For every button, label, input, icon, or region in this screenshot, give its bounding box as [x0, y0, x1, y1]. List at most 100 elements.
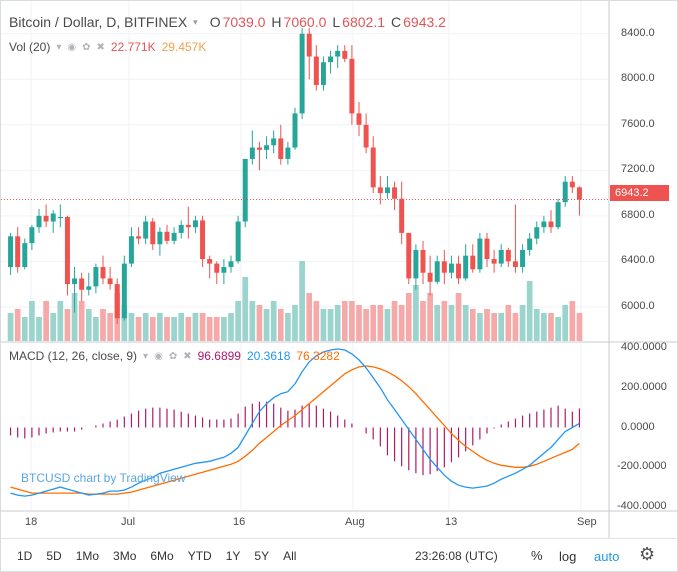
- eye-icon[interactable]: ◉: [154, 350, 163, 362]
- settings-icon[interactable]: ✿: [168, 350, 178, 362]
- range-buttons: 1D 5D 1Mo 3Mo 6Mo YTD 1Y 5Y All: [1, 549, 303, 563]
- volume-bar: [519, 305, 526, 341]
- volume-bar: [313, 301, 320, 341]
- macd-signal-value: 76.3282: [296, 349, 340, 363]
- candle-body: [313, 56, 319, 85]
- range-button-3mo[interactable]: 3Mo: [113, 549, 137, 563]
- ohlc-value: 6943.2: [403, 14, 446, 30]
- macd-legend: MACD (12, 26, close, 9) ▾ ◉ ✿ ✖ 96.6899 …: [9, 349, 340, 363]
- candle-body: [242, 158, 248, 222]
- volume-bar: [533, 309, 540, 341]
- watermark[interactable]: BTCUSD chart by TradingView: [21, 471, 186, 485]
- settings-icon[interactable]: ✿: [82, 41, 91, 53]
- candle-body: [384, 187, 390, 194]
- candle-body: [555, 202, 561, 228]
- volume-value-1: 22.771K: [110, 40, 156, 54]
- volume-bar: [135, 317, 142, 341]
- hide-icon[interactable]: ▾: [56, 41, 62, 53]
- range-button-1y[interactable]: 1Y: [225, 549, 241, 563]
- candle-body: [363, 124, 369, 148]
- ohlc-label: C: [391, 14, 402, 30]
- macd-hist-value: 96.6899: [197, 349, 241, 363]
- candle-body: [285, 147, 291, 159]
- volume-bar: [491, 313, 497, 341]
- candle-body: [427, 272, 433, 282]
- volume-bar: [462, 305, 469, 341]
- auto-toggle[interactable]: auto: [594, 549, 620, 564]
- volume-bar: [505, 305, 512, 341]
- candle-body: [576, 187, 582, 200]
- candle-body: [527, 238, 533, 250]
- time-tick-label: 13: [445, 516, 458, 528]
- volume-bar: [7, 313, 14, 341]
- macd-tick-label: -200.0000: [617, 460, 667, 473]
- macd-tick-label: 0.0000: [621, 420, 655, 433]
- volume-legend: Vol (20) ▾ ◉ ✿ ✖ 22.771K 29.457K: [9, 40, 206, 54]
- candle-body: [150, 221, 156, 245]
- candle-body: [72, 278, 78, 285]
- macd-label: MACD (12, 26, close, 9): [9, 349, 138, 363]
- volume-bar: [349, 301, 355, 341]
- candle-body: [356, 113, 362, 125]
- range-button-6mo[interactable]: 6Mo: [150, 549, 174, 563]
- legend-dropdown-icon[interactable]: ▾: [193, 16, 198, 27]
- range-button-1d[interactable]: 1D: [17, 549, 33, 563]
- volume-bar: [14, 309, 21, 341]
- volume-bar: [199, 313, 206, 341]
- candle-body: [441, 261, 447, 273]
- eye-icon[interactable]: ◉: [67, 41, 77, 53]
- volume-bar: [413, 285, 419, 341]
- volume-bar: [157, 313, 163, 341]
- volume-bar: [427, 293, 433, 341]
- volume-bar: [477, 313, 483, 341]
- candle-body: [214, 263, 220, 273]
- candle-body: [413, 249, 419, 279]
- range-button-ytd[interactable]: YTD: [187, 549, 212, 563]
- time-tick-label: Jul: [121, 516, 136, 528]
- volume-bar: [128, 313, 135, 341]
- volume-bar: [548, 313, 554, 341]
- volume-bar: [57, 301, 64, 341]
- volume-bar: [292, 305, 298, 341]
- volume-bar: [64, 309, 71, 341]
- log-toggle[interactable]: log: [559, 549, 577, 564]
- volume-bar: [213, 317, 220, 341]
- candle-body: [29, 227, 35, 244]
- volume-bar: [36, 317, 42, 341]
- volume-bar: [270, 301, 277, 341]
- ohlc-label: H: [271, 14, 282, 30]
- volume-bar: [441, 301, 448, 341]
- price-tick-label: 8000.0: [621, 72, 655, 85]
- candle-body: [43, 215, 49, 222]
- price-tick-label: 6400.0: [621, 254, 655, 267]
- range-button-5y[interactable]: 5Y: [254, 549, 270, 563]
- candle-body: [79, 278, 85, 290]
- volume-bar: [569, 301, 576, 341]
- time-tick-label: Aug: [345, 516, 365, 528]
- volume-bar: [512, 313, 519, 341]
- range-button-5d[interactable]: 5D: [46, 549, 62, 563]
- chart-canvas[interactable]: [1, 1, 678, 538]
- percent-toggle[interactable]: %: [531, 548, 543, 563]
- volume-bar: [21, 317, 28, 341]
- close-icon[interactable]: ✖: [183, 350, 192, 362]
- price-tick-label: 8400.0: [621, 26, 655, 39]
- volume-bar: [221, 317, 227, 341]
- close-icon[interactable]: ✖: [96, 41, 105, 53]
- candle-body: [320, 62, 326, 85]
- volume-bar: [455, 293, 462, 341]
- hide-icon[interactable]: ▾: [143, 350, 149, 362]
- settings-gear-icon[interactable]: ⚙: [639, 544, 656, 564]
- candle-body: [328, 56, 334, 63]
- range-button-all[interactable]: All: [283, 549, 297, 563]
- macd-tick-label: 400.0000: [621, 340, 667, 353]
- utc-clock: 23:26:08 (UTC): [415, 549, 498, 563]
- candle-body: [228, 261, 234, 268]
- volume-bar: [562, 305, 569, 341]
- range-button-1mo[interactable]: 1Mo: [75, 549, 100, 563]
- candle-body: [164, 231, 170, 241]
- volume-bar: [334, 305, 341, 341]
- candle-body: [420, 249, 426, 273]
- volume-bar: [164, 317, 170, 341]
